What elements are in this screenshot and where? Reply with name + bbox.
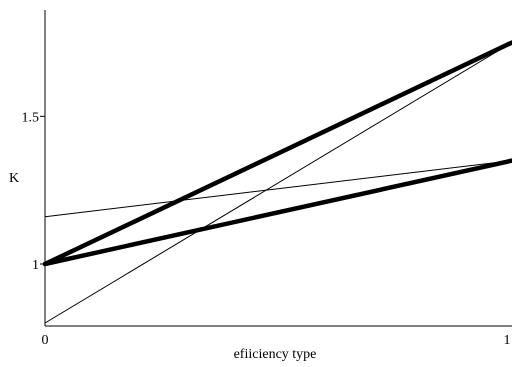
x-tick-label-2: 1 <box>504 333 511 348</box>
series-line-1 <box>42 40 512 267</box>
series-line-2 <box>42 158 512 267</box>
series-lines <box>42 40 512 324</box>
series-line-4 <box>44 160 512 218</box>
y-axis-label: K <box>9 171 19 186</box>
tick-labels: 1 1.5 0 1 <box>22 110 511 348</box>
y-tick-label-2: 1.5 <box>22 110 40 125</box>
series-line-3 <box>44 42 512 324</box>
y-tick-label-1: 1 <box>32 258 39 273</box>
x-tick-label-1: 0 <box>42 333 49 348</box>
tick-marks <box>40 115 45 265</box>
x-axis-label: efiiciency type <box>234 347 317 362</box>
